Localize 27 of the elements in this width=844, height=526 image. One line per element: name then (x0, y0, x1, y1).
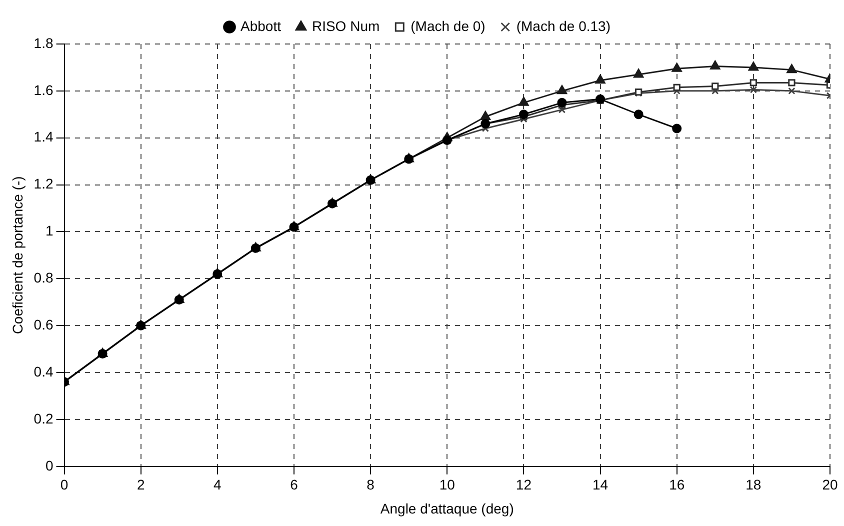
x-tick-label: 2 (136, 476, 145, 493)
x-tick-label: 20 (822, 476, 838, 493)
y-axis-title: Coeficient de portance (-) (9, 176, 26, 334)
y-tick-label: 0.2 (34, 410, 54, 426)
y-tick-label: 1 (45, 222, 54, 239)
x-tick-label: 14 (592, 476, 608, 493)
y-tick-label: 0 (45, 457, 54, 474)
x-tick-label: 16 (669, 476, 685, 493)
y-tick-label: 1.6 (34, 82, 54, 98)
y-tick-label: 0.8 (34, 270, 54, 286)
x-axis-title: Angle d'attaque (deg) (380, 500, 514, 516)
y-tick-label: 0.6 (34, 316, 54, 332)
x-tick-label: 0 (60, 476, 68, 493)
legend-label: (Mach de 0) (410, 18, 486, 34)
y-tick-label: 1.8 (34, 34, 54, 51)
y-tick-label: 1.2 (34, 176, 54, 192)
x-tick-label: 6 (290, 476, 298, 493)
x-tick-label: 8 (366, 476, 375, 493)
x-tick-label: 12 (516, 476, 532, 493)
legend-label: Abbott (240, 18, 282, 34)
legend-label: (Mach de 0.13) (516, 18, 611, 34)
x-tick-label: 18 (746, 476, 762, 493)
x-tick-label: 10 (439, 476, 456, 493)
legend-label: RISO Num (312, 18, 380, 34)
y-tick-label: 0.4 (34, 363, 54, 380)
x-tick-label: 4 (214, 476, 222, 493)
y-tick-label: 1.4 (34, 128, 54, 145)
